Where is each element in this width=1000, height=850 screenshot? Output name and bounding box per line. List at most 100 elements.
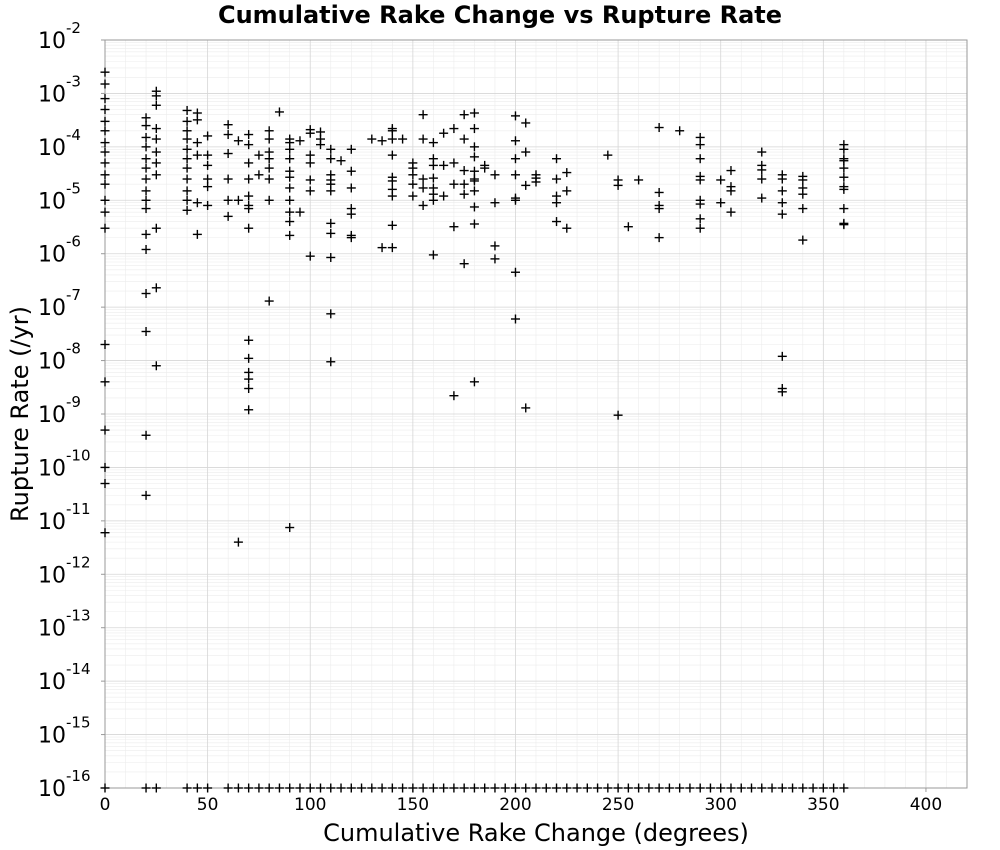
data-point [295,207,305,217]
data-point [346,166,356,176]
data-point [439,191,449,201]
data-point [459,259,469,269]
data-point [449,124,459,134]
data-point [223,130,233,140]
x-tick-label: 100 [294,795,326,815]
data-point [788,783,798,793]
data-point [233,537,243,547]
data-point [305,158,315,168]
x-tick-label: 400 [910,795,942,815]
data-point [316,140,325,150]
data-point [367,134,377,144]
data-point [326,144,336,154]
data-point [244,335,254,345]
data-point [346,183,356,193]
data-point [346,209,356,219]
y-tick-label: 10-6 [38,233,81,268]
data-point [593,783,603,793]
data-point [469,142,479,152]
data-point [387,783,397,793]
data-point [141,163,151,173]
data-point [469,377,479,387]
data-point [798,175,808,185]
data-point [418,783,428,793]
data-point [151,361,161,371]
data-point [562,783,572,793]
data-point [295,783,305,793]
data-point [223,783,233,793]
data-point [716,175,726,185]
x-tick-label: 250 [602,795,634,815]
data-point [141,186,151,196]
data-point [141,113,151,123]
data-point [223,195,233,205]
x-tick-label: 350 [807,795,839,815]
data-point [141,132,151,142]
data-point [675,126,685,136]
data-point [203,160,213,170]
data-point [367,783,377,793]
data-point [100,479,110,489]
data-point [777,351,787,361]
data-point [777,186,787,196]
data-point [510,136,520,146]
y-tick-label: 10-15 [38,714,91,749]
data-point [562,223,572,233]
data-point [203,182,213,192]
data-point [510,111,520,121]
data-point [182,154,192,164]
data-point [777,198,787,208]
data-point [244,405,254,415]
data-point [346,144,356,154]
data-point [141,244,151,254]
data-point [439,160,449,170]
data-point [510,314,520,324]
data-point [151,783,161,793]
y-tick-label: 10-16 [38,767,91,802]
data-point [613,410,623,420]
data-point [521,147,531,157]
data-point [695,223,705,233]
data-point [521,403,531,413]
data-point [439,128,449,138]
data-point [100,195,110,205]
data-point [469,186,479,196]
data-point [469,124,479,134]
data-point [151,283,161,293]
data-point [264,783,274,793]
data-point [192,198,202,208]
y-axis-label: Rupture Rate (/yr) [6,306,34,522]
data-point [726,783,736,793]
data-point [469,202,479,212]
data-point [244,374,254,384]
data-point [182,105,192,115]
y-tick-label: 10-4 [38,126,81,161]
data-point [264,174,274,184]
data-point [305,128,315,138]
data-point [613,783,623,793]
data-point [439,783,449,793]
data-points [100,67,849,793]
data-point [459,110,469,120]
data-point [182,116,192,126]
data-point [695,154,705,164]
data-point [100,94,110,104]
data-point [182,205,192,215]
data-point [223,120,233,130]
data-point [521,118,531,128]
data-point [141,204,151,214]
data-point [839,220,849,230]
data-point [418,134,428,144]
data-point [203,783,213,793]
data-point [654,783,664,793]
data-point [326,783,336,793]
data-point [469,152,479,162]
data-point [839,204,849,214]
data-point [798,235,808,245]
data-point [644,783,654,793]
data-point [244,384,254,394]
data-point [480,783,490,793]
data-point [141,174,151,184]
data-point [151,100,161,110]
data-point [203,131,213,141]
